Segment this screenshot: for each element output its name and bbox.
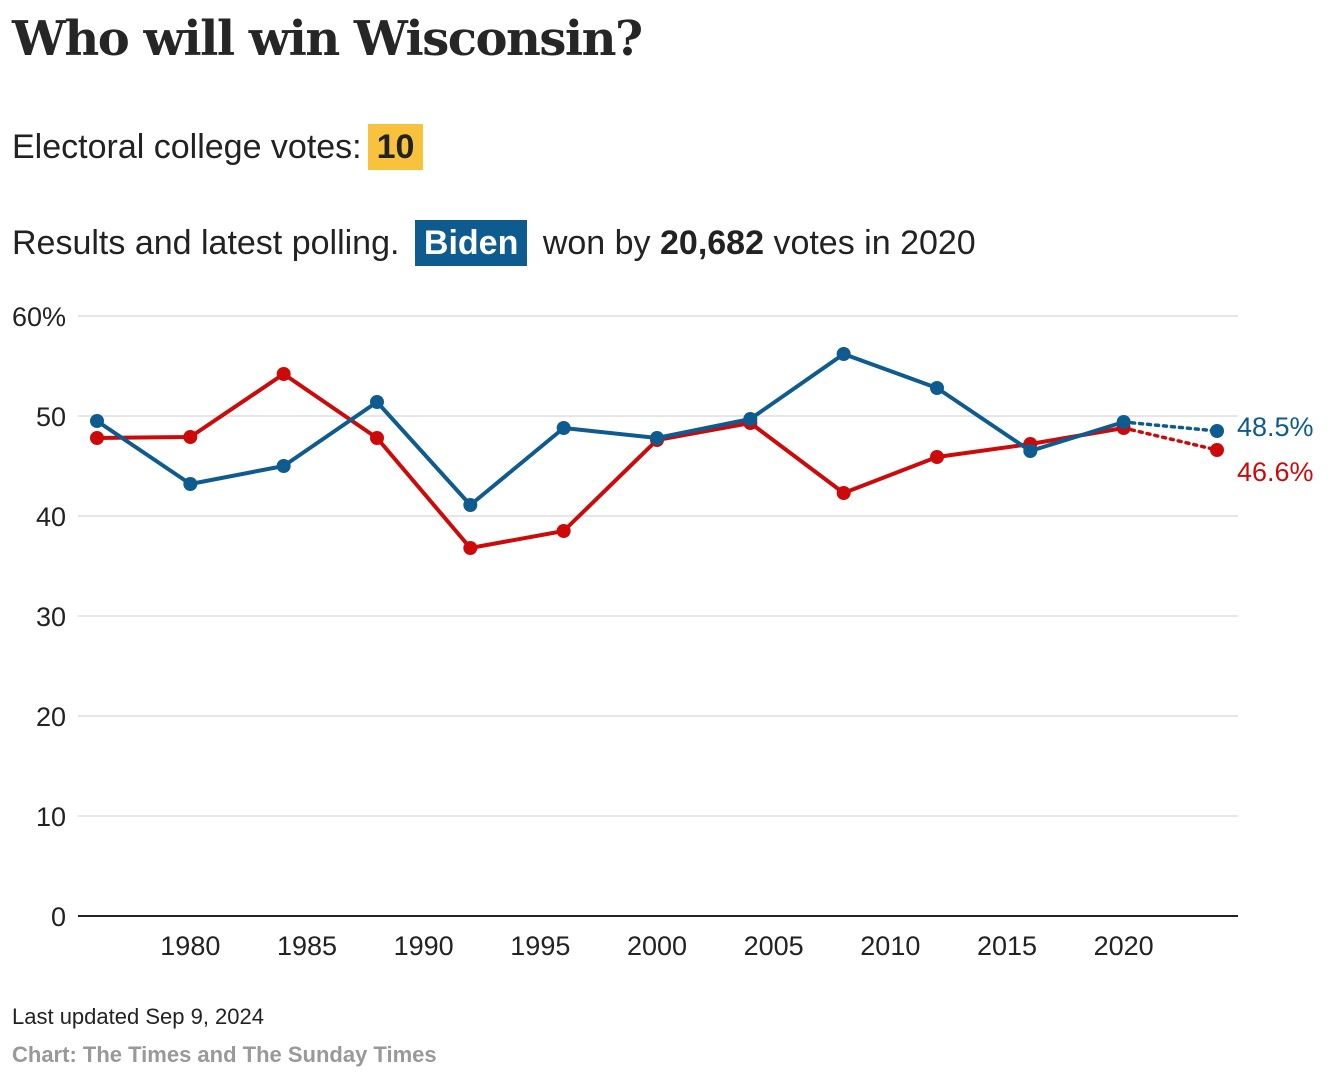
x-tick-label: 2000 (627, 931, 687, 961)
x-tick-label: 1990 (394, 931, 454, 961)
vote-margin: 20,682 (660, 224, 764, 262)
data-point (743, 412, 758, 426)
data-point (556, 421, 571, 435)
data-point (930, 450, 944, 464)
x-tick-label: 2005 (744, 931, 804, 961)
chart-source: Chart: The Times and The Sunday Times (12, 1042, 437, 1067)
y-tick-label: 40 (36, 502, 66, 532)
y-tick-label: 10 (36, 802, 66, 832)
data-point (183, 477, 198, 491)
series-dem: 48.5% (90, 347, 1314, 512)
series-rep: 46.6% (90, 367, 1314, 555)
y-tick-label: 0 (51, 902, 66, 932)
electoral-votes-badge: 10 (367, 124, 424, 170)
x-tick-label: 1995 (510, 931, 570, 961)
x-tick-label: 1985 (277, 931, 337, 961)
data-point (370, 395, 384, 409)
x-tick-label: 1980 (160, 931, 220, 961)
gridlines (78, 315, 1238, 817)
projection-line (1121, 420, 1219, 433)
data-point (90, 431, 104, 445)
series-line (95, 352, 1125, 507)
data-point (556, 524, 571, 538)
data-point (1023, 444, 1038, 458)
data-point (836, 486, 851, 500)
chart-title: Who will win Wisconsin? (12, 11, 643, 67)
projection-label: 46.6% (1237, 457, 1314, 487)
projection-label: 48.5% (1237, 412, 1314, 442)
data-point (463, 498, 478, 512)
x-tick-label: 2015 (977, 931, 1037, 961)
electoral-votes-label: Electoral college votes: (12, 128, 362, 166)
data-point (276, 459, 291, 473)
series: 46.6% 48.5% (90, 347, 1314, 555)
data-point (183, 430, 198, 444)
projection-line (1121, 426, 1219, 452)
subtitle-line: Results and latest polling. Biden won by… (12, 220, 976, 266)
y-tick-label: 30 (36, 602, 66, 632)
last-updated: Last updated Sep 9, 2024 (12, 1004, 264, 1029)
winner-badge: Biden (414, 220, 528, 266)
x-axis: 1980 1985 1990 1995 2000 2005 2010 2015 2020 (78, 915, 1238, 961)
line-chart: 0 10 20 30 40 50 60% 1980 1985 1990 1995 2000 2005 2… (12, 302, 1314, 961)
data-point (930, 381, 944, 395)
series-line (96, 372, 1125, 550)
data-point (1116, 415, 1131, 429)
data-point (463, 541, 478, 555)
projection-point (1210, 443, 1224, 457)
electoral-votes-line: Electoral college votes: 10 (12, 124, 424, 170)
x-tick-label: 2010 (860, 931, 920, 961)
votes-in-text: votes in 2020 (773, 224, 976, 262)
projection-point (1210, 424, 1224, 438)
data-point (370, 431, 384, 445)
data-point (276, 367, 291, 381)
won-by-text: won by (542, 224, 651, 262)
data-point (836, 347, 851, 361)
y-axis: 0 10 20 30 40 50 60% (12, 302, 66, 932)
data-point (90, 414, 104, 428)
y-tick-label: 50 (36, 402, 66, 432)
x-tick-label: 2020 (1094, 931, 1154, 961)
y-tick-label: 60% (12, 302, 66, 332)
subtitle-prefix: Results and latest polling. (12, 224, 400, 262)
y-tick-label: 20 (36, 702, 66, 732)
data-point (650, 431, 664, 445)
